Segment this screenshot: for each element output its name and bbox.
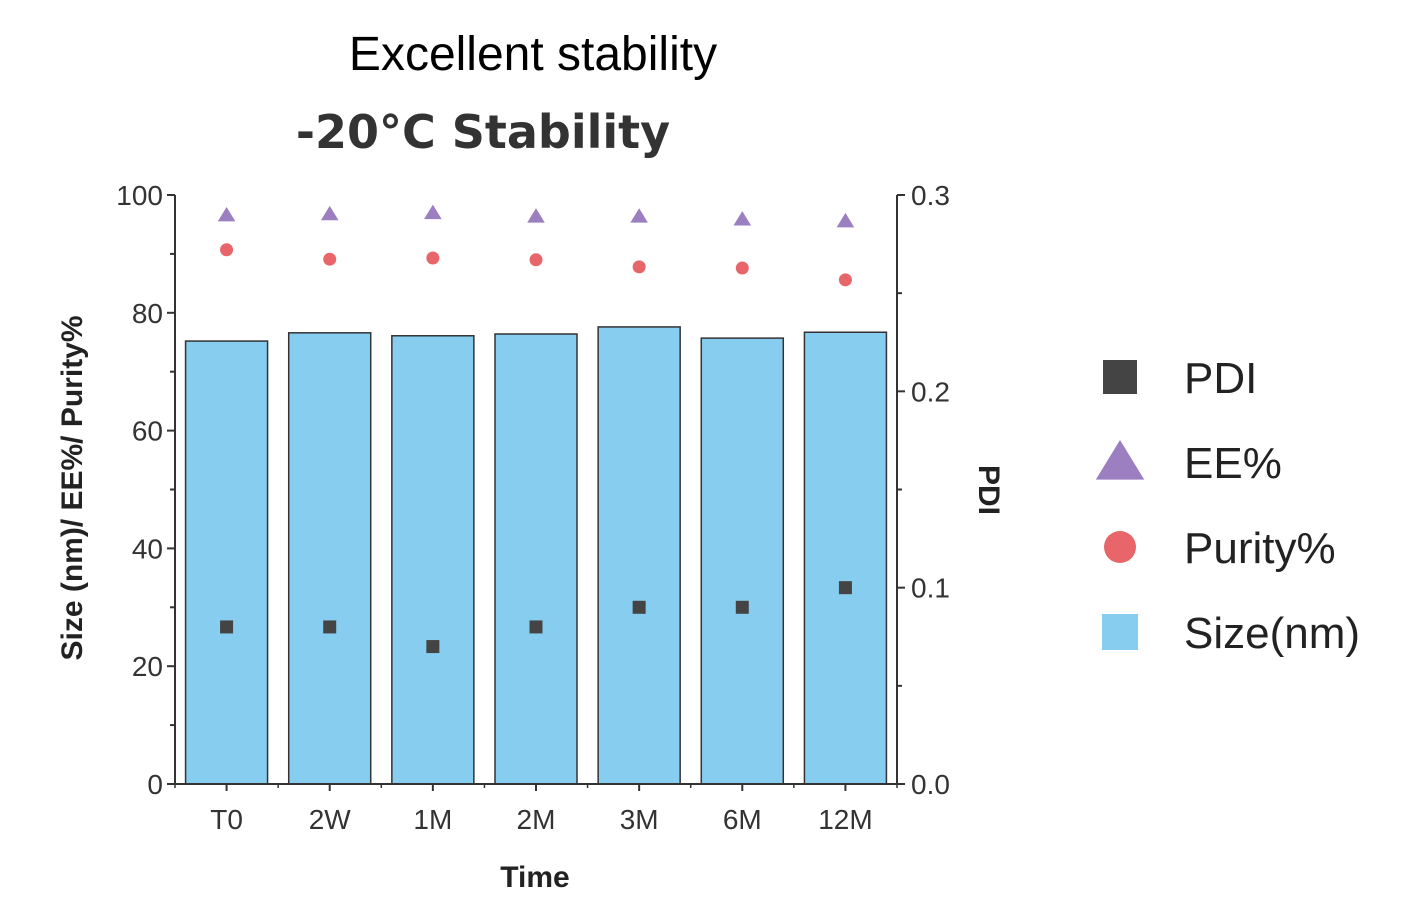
x-tick-label: 1M xyxy=(413,804,452,835)
point-purity-T0 xyxy=(220,243,234,257)
point-ee-1M xyxy=(424,204,442,220)
x-tick-label: 12M xyxy=(818,804,872,835)
point-pdi-1M xyxy=(426,640,440,654)
x-tick-label: 6M xyxy=(723,804,762,835)
y-tick-label: 80 xyxy=(132,298,163,329)
point-ee-3M xyxy=(630,208,648,223)
legend-label-purity: Purity% xyxy=(1184,524,1336,573)
point-ee-2W xyxy=(320,205,339,221)
x-tick-label: 3M xyxy=(620,804,659,835)
y-tick-label: 40 xyxy=(132,533,163,564)
legend-label-sizenm: Size(nm) xyxy=(1184,609,1360,658)
y2-tick-label: 0.2 xyxy=(911,376,950,407)
point-purity-6M xyxy=(735,261,749,275)
point-purity-2W xyxy=(323,252,337,266)
point-ee-6M xyxy=(733,211,752,226)
y2-axis-label: PDI xyxy=(972,465,1005,515)
point-pdi-2W xyxy=(323,620,337,634)
point-purity-2M xyxy=(529,253,543,267)
point-pdi-T0 xyxy=(220,620,234,634)
point-purity-1M xyxy=(426,251,440,265)
point-purity-3M xyxy=(632,260,646,274)
y2-tick-label: 0.0 xyxy=(911,769,950,800)
legend-swatch-sizenm xyxy=(1102,614,1138,650)
x-tick-label: 2M xyxy=(517,804,556,835)
legend-label-pdi: PDI xyxy=(1184,354,1257,403)
point-ee-12M xyxy=(836,212,855,228)
x-axis-label: Time xyxy=(500,861,569,894)
legend-marker-ee xyxy=(1095,440,1145,480)
x-tick-label: 2W xyxy=(309,804,352,835)
point-ee-2M xyxy=(527,208,545,223)
point-pdi-3M xyxy=(632,600,646,614)
chart-subtitle: -20°C Stability xyxy=(296,105,670,159)
y-axis-label: Size (nm)/ EE%/ Purity% xyxy=(56,315,89,660)
point-ee-T0 xyxy=(217,207,236,222)
point-pdi-6M xyxy=(735,600,749,614)
legend-marker-purity xyxy=(1104,531,1136,563)
y2-tick-label: 0.1 xyxy=(911,573,950,604)
bar-2W xyxy=(287,332,372,785)
chart-title: Excellent stability xyxy=(349,28,717,81)
bar-1M xyxy=(391,335,475,785)
y-tick-label: 60 xyxy=(132,416,163,447)
y-tick-label: 0 xyxy=(147,769,163,800)
point-pdi-12M xyxy=(838,581,852,595)
bar-12M xyxy=(803,331,888,785)
legend-marker-pdi xyxy=(1103,360,1137,394)
y-tick-label: 20 xyxy=(132,651,163,682)
x-tick-label: T0 xyxy=(210,804,243,835)
point-pdi-2M xyxy=(529,620,543,634)
bar-2M xyxy=(494,333,578,785)
bar-T0 xyxy=(184,340,269,785)
legend: PDI EE% Purity% Size(nm) xyxy=(1095,354,1360,658)
point-purity-12M xyxy=(838,273,852,287)
y2-tick-label: 0.3 xyxy=(911,180,950,211)
bar-6M xyxy=(700,337,785,785)
y-tick-label: 100 xyxy=(116,180,163,211)
plot-area: 0 20 40 60 80 100 0.0 0.1 0.2 0.3 T0 2W 1M 2M 3M 6M 12M xyxy=(116,180,950,835)
legend-label-ee: EE% xyxy=(1184,439,1282,488)
bar-3M xyxy=(597,326,681,785)
